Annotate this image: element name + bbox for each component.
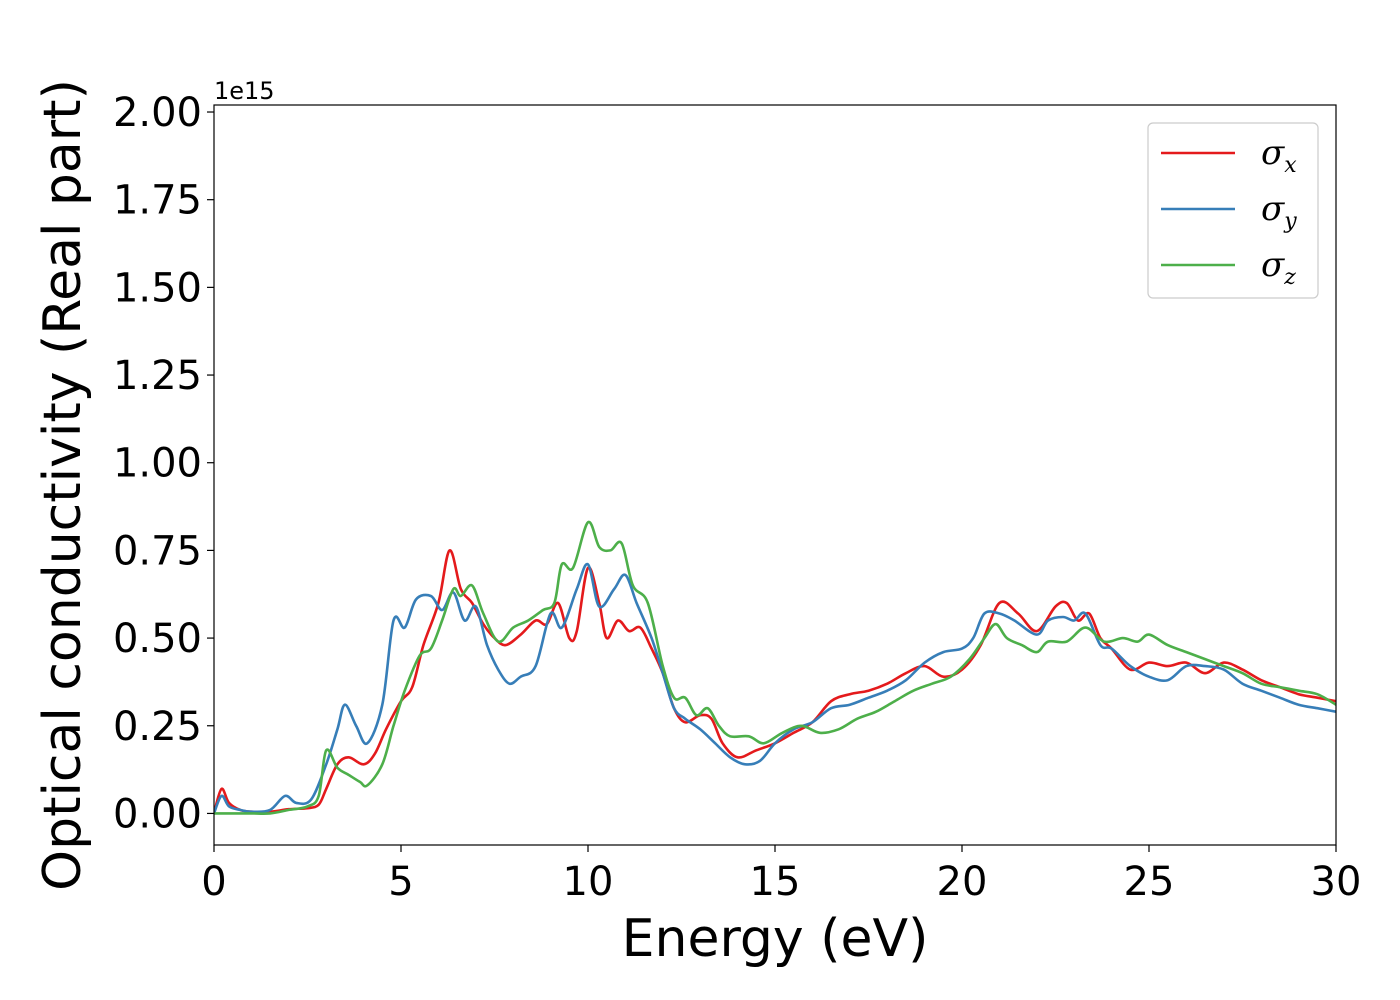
- x-axis: 0 5 10 15 20 25 30: [201, 845, 1361, 905]
- legend-label-x: σx: [1261, 133, 1297, 178]
- x-tick-label: 25: [1124, 859, 1175, 905]
- y-tick-label: 1.50: [113, 265, 202, 311]
- x-tick-label: 20: [937, 859, 988, 905]
- y-offset-label: 1e15: [214, 77, 275, 105]
- plot-frame: [213, 104, 1337, 846]
- x-tick-label: 30: [1311, 859, 1362, 905]
- x-axis-title: Energy (eV): [622, 909, 929, 969]
- y-tick-label: 1.75: [113, 178, 202, 224]
- y-axis-title: Optical conductivity (Real part): [33, 79, 93, 891]
- y-axis: 0.00 0.25 0.50 0.75 1.00 1.25 1.50 1.75 2.00: [113, 90, 214, 837]
- legend-label-z: σz: [1261, 245, 1296, 290]
- series-line-z: [214, 520, 1336, 815]
- y-tick-label: 0.50: [113, 616, 202, 662]
- y-tick-label: 1.25: [113, 353, 202, 399]
- x-tick-label: 0: [201, 859, 226, 905]
- y-tick-label: 1.00: [113, 441, 202, 487]
- x-tick-label: 10: [563, 859, 614, 905]
- y-tick-label: 0.75: [113, 528, 202, 574]
- legend-box: [1147, 122, 1319, 299]
- legend-label-y: σy: [1261, 189, 1297, 234]
- series-line-y: [214, 562, 1336, 814]
- series-layer: [214, 520, 1336, 815]
- y-tick-label: 0.00: [113, 791, 202, 837]
- legend: σx σy σz: [1147, 122, 1319, 299]
- x-tick-label: 15: [750, 859, 801, 905]
- y-tick-label: 0.25: [113, 704, 202, 750]
- x-tick-label: 5: [388, 859, 413, 905]
- y-tick-label: 2.00: [113, 90, 202, 136]
